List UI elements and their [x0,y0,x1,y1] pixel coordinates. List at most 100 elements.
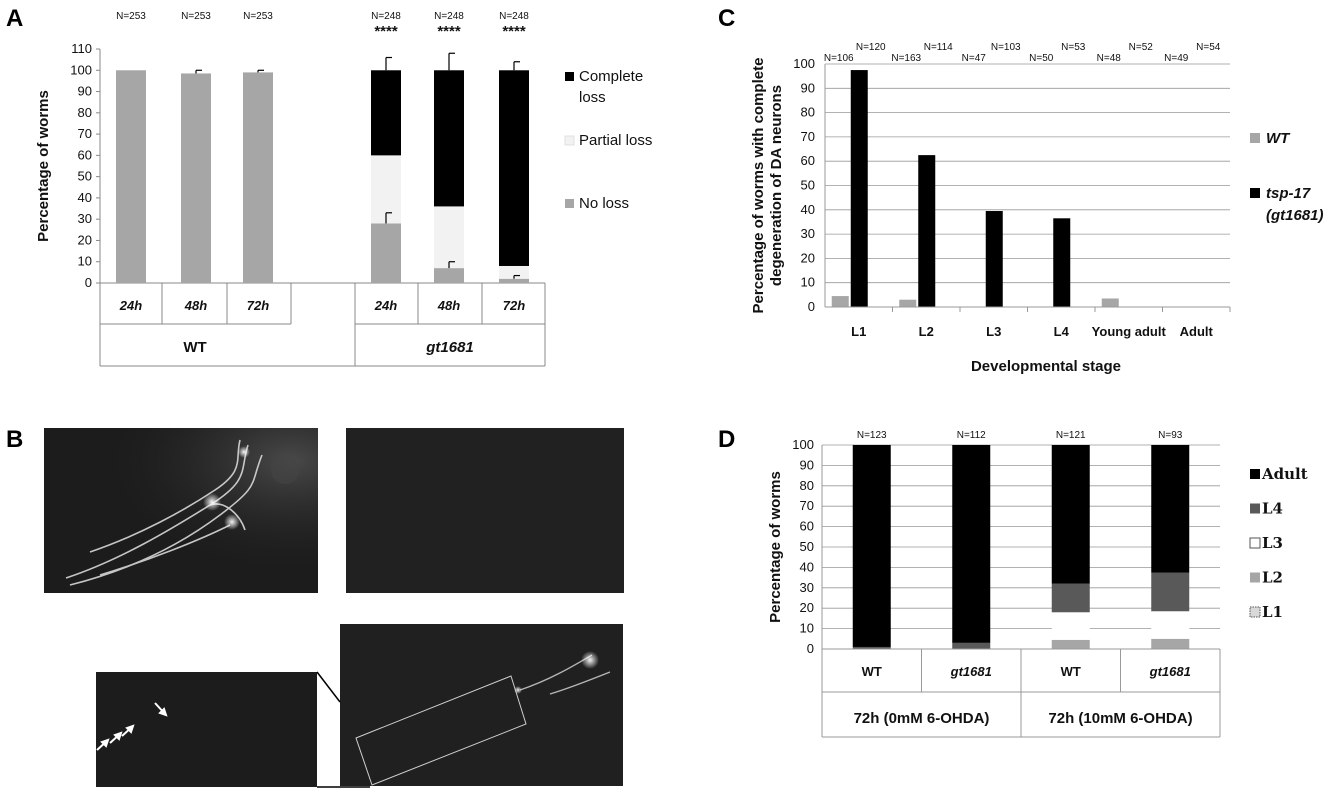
x-tick-label: WT [1061,664,1081,679]
bar-complete-loss [371,70,401,156]
group-label-control: 72h (0mM 6-OHDA) [854,710,990,727]
y-tick-label: 70 [800,498,814,513]
y-tick-label: 40 [800,559,814,574]
y-tick-label: 10 [78,254,92,269]
legend-label: L2 [1262,569,1283,587]
bar-adult [952,445,991,643]
y-tick-label: 20 [801,250,815,265]
x-tick-label: L1 [851,324,866,339]
n-label: N=248 [371,11,401,22]
n-label: N=253 [181,11,211,22]
group-label-gt1681: gt1681 [425,339,474,356]
n-label-tsp17: N=120 [856,42,886,53]
legend-swatch [1250,572,1260,583]
y-tick-label: 80 [800,478,814,493]
legend-swatch [1250,503,1260,514]
micrograph-wt [44,428,318,593]
y-tick-label: 10 [801,275,815,290]
x-tick-label: gt1681 [1149,664,1191,679]
n-label-tsp17: N=52 [1129,42,1154,53]
x-tick-label: Adult [1180,324,1214,339]
x-axis-title: Developmental stage [971,358,1121,375]
y-tick-label: 70 [78,126,92,141]
y-tick-label: 80 [78,105,92,120]
group-label-6ohda: 72h (10mM 6-OHDA) [1048,710,1192,727]
y-tick-label: 30 [800,580,814,595]
y-tick-label: 20 [800,600,814,615]
legend-swatch [564,135,575,146]
chart-panel-c: 0 10 20 30 40 50 60 70 80 90 100 Percentage of worm… [750,42,1324,375]
y-axis-title: Percentage of worms [767,471,784,623]
n-label: N=248 [434,11,464,22]
bar-tsp17 [850,70,868,307]
n-label-tsp17: N=103 [991,42,1021,53]
bar-adult [1151,445,1190,573]
legend-swatch-wt [1250,133,1260,143]
micrograph-mutant [346,428,624,593]
legend-label-wt: WT [1266,130,1291,147]
micrograph-overview [340,624,623,786]
x-tick-label: 72h [503,298,525,313]
bar-l4 [1051,583,1090,613]
y-tick-label: 90 [801,80,815,95]
micrograph-zoom [96,672,317,787]
y-tick-label: 80 [801,105,815,120]
y-tick-label: 50 [801,178,815,193]
y-axis-title: Percentage of worms [35,90,52,242]
bar-tsp17 [985,211,1003,307]
n-label-wt: N=49 [1164,53,1189,64]
bar-l3 [1151,611,1190,639]
y-tick-label: 60 [800,519,814,534]
n-label-wt: N=47 [962,53,987,64]
y-tick-label: 0 [808,299,815,314]
x-tick-label: 48h [437,298,460,313]
n-label: N=93 [1158,430,1183,441]
panel-letter-d: D [718,426,735,453]
y-tick-label: 0 [85,275,92,290]
bar-partial-loss [371,155,401,224]
legend-label: L3 [1262,534,1283,552]
bar-wt [1101,298,1119,307]
n-label-wt: N=50 [1029,53,1054,64]
y-tick-label: 40 [78,190,92,205]
legend-label: Complete loss [579,68,643,106]
x-tick-label: L3 [986,324,1001,339]
y-tick-label: 0 [807,641,814,656]
n-label: N=253 [116,11,146,22]
y-tick-label: 30 [78,211,92,226]
bar-l4 [952,642,991,649]
y-tick-label: 100 [792,437,814,452]
x-tick-label: L4 [1054,324,1070,339]
n-label: N=123 [857,430,887,441]
y-tick-label: 50 [800,539,814,554]
y-tick-label: 100 [70,62,92,77]
n-label-tsp17: N=53 [1061,42,1086,53]
bar-l4 [1151,572,1190,612]
bar-l3 [1051,612,1090,640]
x-tick-label: 24h [374,298,397,313]
bar-no-loss [499,278,529,283]
bar-adult [1051,445,1090,584]
bar-l2 [1151,638,1190,649]
bar-tsp17 [1053,218,1071,307]
bar-l2 [1051,639,1090,649]
n-label-wt: N=48 [1097,53,1122,64]
x-tick-label: L2 [919,324,934,339]
x-tick-label: Young adult [1092,324,1167,339]
bar-tsp17 [918,155,936,307]
y-tick-label: 90 [78,84,92,99]
y-tick-label: 70 [801,129,815,144]
legend-label-allele: (gt1681) [1266,207,1324,224]
n-label-tsp17: N=114 [924,42,953,53]
y-tick-label: 60 [801,153,815,168]
n-label-wt: N=106 [824,53,854,64]
bar-wt [899,299,917,307]
x-tick-label: 24h [119,298,142,313]
x-tick-label: gt1681 [950,664,992,679]
significance-stars: **** [437,23,461,40]
x-tick-label: 72h [247,298,269,313]
bar-l4 [852,646,891,649]
n-label: N=253 [243,11,273,22]
legend-label: Adult [1261,465,1308,483]
y-tick-label: 20 [78,232,92,247]
